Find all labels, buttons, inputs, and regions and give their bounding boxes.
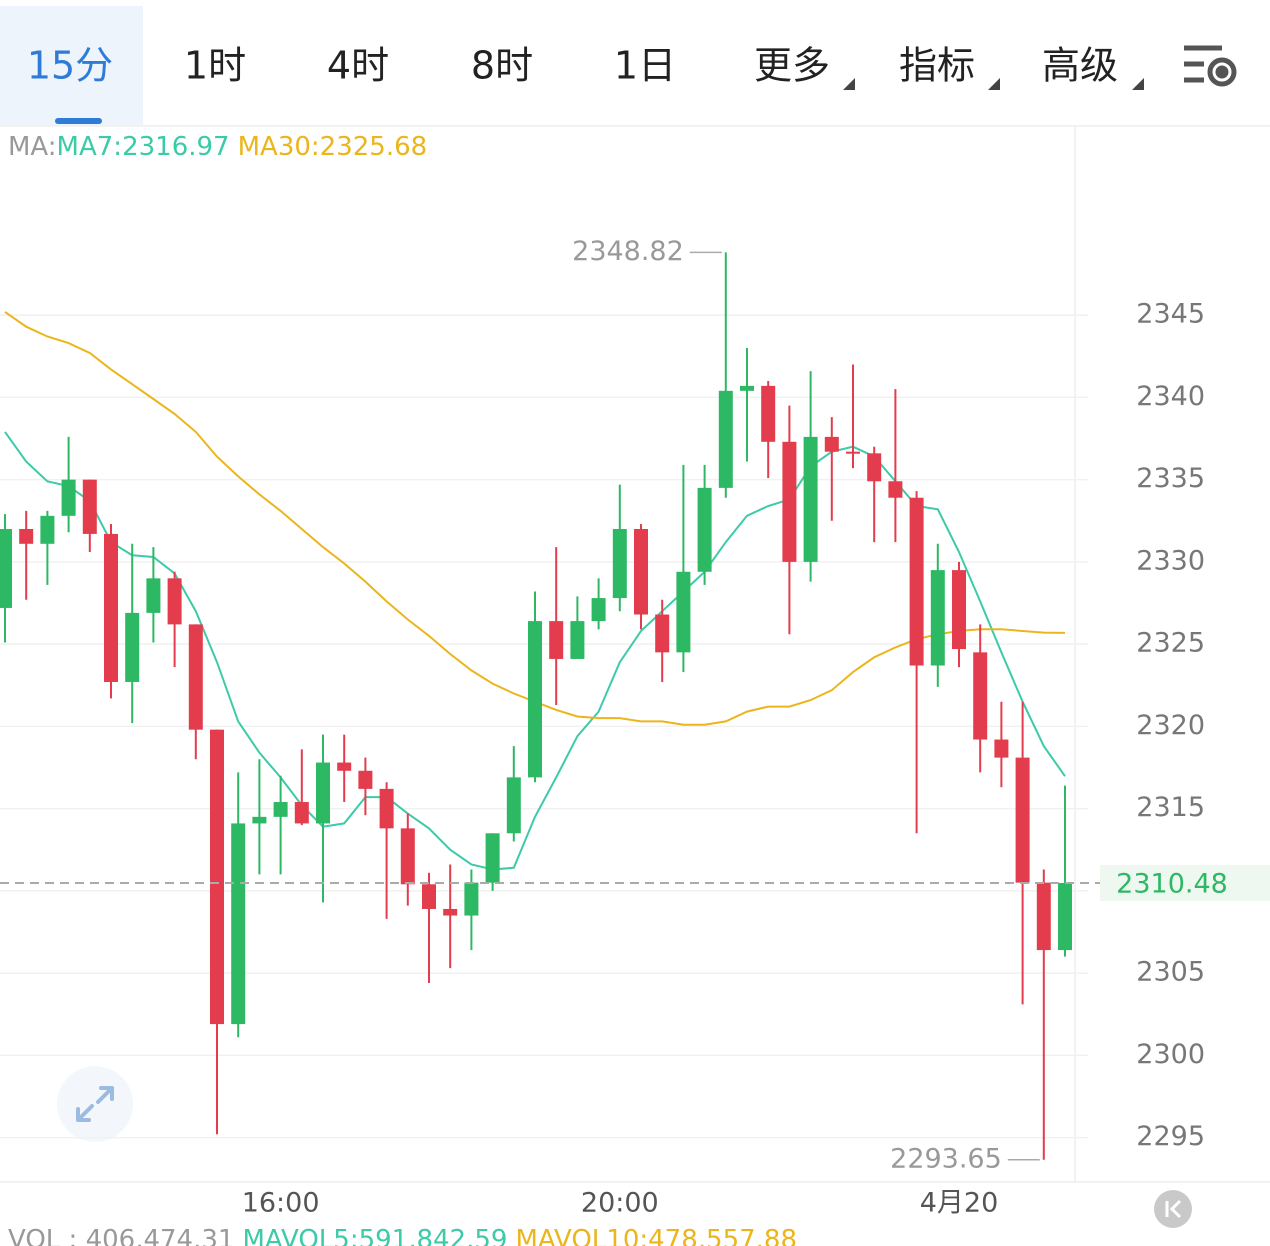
volume-legend: VOL : 406,474.31 MAVOL5:591,842.59 MAVOL10…: [8, 1225, 797, 1246]
candle-body: [464, 882, 479, 916]
tab[interactable]: 高级: [1042, 44, 1118, 88]
volume-legend-item: VOL : 406,474.31: [8, 1225, 234, 1246]
tab[interactable]: 8时: [471, 44, 533, 88]
y-tick-label: 2330: [1136, 545, 1205, 576]
last-price-label: 2310.48: [1116, 868, 1228, 899]
tab[interactable]: 1时: [184, 44, 246, 88]
y-tick-label: 2320: [1136, 710, 1205, 741]
tab[interactable]: 1日: [614, 44, 676, 88]
y-tick-label: 2315: [1136, 792, 1205, 823]
candle-body: [697, 487, 712, 572]
candle-body: [549, 621, 564, 659]
candle-body: [909, 497, 924, 666]
ma-legend: MA:MA7:2316.97 MA30:2325.68: [8, 132, 427, 162]
candle-body: [337, 762, 352, 771]
active-tab-bg: [0, 6, 143, 125]
tab[interactable]: 15分: [27, 44, 113, 88]
last-price-bg: [1100, 864, 1270, 901]
y-tick-label: 2345: [1136, 299, 1205, 330]
candle-body: [612, 528, 627, 599]
low-label: 2293.65: [890, 1143, 1002, 1174]
candle-body: [718, 390, 733, 488]
candle-body: [634, 528, 648, 615]
candle-body: [400, 828, 415, 885]
candle-body: [188, 624, 203, 730]
candle-body: [1036, 882, 1051, 951]
x-tick-label: 16:00: [242, 1188, 320, 1219]
candle-body: [528, 621, 542, 778]
candle-body: [443, 908, 458, 916]
candle-body: [952, 570, 966, 650]
legend-name: MA30: [238, 132, 311, 162]
active-tab-indicator: [55, 118, 102, 124]
legend-value: 2316.97: [122, 132, 230, 162]
candle-body: [0, 528, 12, 608]
settings-icon[interactable]: [1184, 45, 1237, 87]
candle-body: [761, 385, 776, 442]
ma-prefix: MA:: [8, 132, 57, 162]
candle-body: [655, 614, 670, 653]
candle-body: [316, 762, 330, 824]
candle-body: [422, 884, 436, 909]
dropdown-caret: [843, 78, 855, 90]
scroll-latest-button[interactable]: [1154, 1190, 1192, 1228]
candle-body: [379, 788, 394, 829]
candle-body: [125, 612, 140, 682]
y-tick-label: 2325: [1136, 628, 1205, 659]
candle-body: [676, 571, 691, 653]
candle-body: [1058, 882, 1072, 951]
candle-body: [485, 833, 500, 883]
candle-body: [1015, 757, 1030, 883]
high-label: 2348.82: [572, 236, 684, 267]
legend-value: 2325.68: [320, 132, 428, 162]
candle-body: [231, 823, 246, 1025]
y-tick-label: 2295: [1136, 1121, 1205, 1152]
candle-body: [930, 570, 945, 666]
candle-body: [104, 533, 118, 682]
y-tick-label: 2305: [1136, 957, 1205, 988]
y-tick-label: 2340: [1136, 381, 1205, 412]
ma-line: [4, 431, 1066, 871]
candle-body: [252, 816, 267, 824]
y-tick-label: 2335: [1136, 463, 1205, 494]
candle-body: [358, 770, 373, 789]
candle-body: [570, 621, 585, 659]
legend-name: MA7: [57, 132, 114, 162]
volume-legend-item: MAVOL10:478,557.88: [515, 1225, 797, 1246]
candle-body: [294, 802, 309, 824]
candle-body: [167, 578, 182, 625]
candle-body: [82, 479, 97, 534]
dropdown-caret: [988, 78, 1000, 90]
candle-body: [506, 777, 521, 834]
candle-body: [273, 802, 288, 817]
tab[interactable]: 4时: [327, 44, 389, 88]
candle-body: [210, 729, 224, 1025]
candle-body: [61, 479, 76, 516]
legend-separator: :: [113, 132, 122, 162]
candle-body: [146, 578, 161, 613]
x-tick-label: 20:00: [581, 1188, 659, 1219]
candle-body: [973, 652, 988, 740]
candle-body: [19, 528, 34, 544]
candle-body: [782, 441, 797, 562]
candle-body: [740, 385, 754, 391]
y-tick-label: 2300: [1136, 1039, 1205, 1070]
legend-separator: :: [311, 132, 320, 162]
dropdown-caret: [1132, 78, 1144, 90]
candle-body: [40, 515, 55, 544]
candle-body: [824, 436, 839, 452]
volume-legend-item: MAVOL5:591,842.59: [242, 1225, 507, 1246]
candle-body: [803, 436, 818, 562]
x-tick-label: 4月20: [920, 1188, 999, 1219]
expand-button[interactable]: [57, 1066, 133, 1142]
tab[interactable]: 指标: [899, 44, 975, 88]
candle-body: [846, 451, 860, 454]
candle-body: [994, 739, 1009, 758]
candle-body: [591, 598, 606, 622]
candle-body: [888, 481, 903, 498]
tab[interactable]: 更多: [754, 44, 830, 88]
candle-body: [867, 453, 882, 482]
